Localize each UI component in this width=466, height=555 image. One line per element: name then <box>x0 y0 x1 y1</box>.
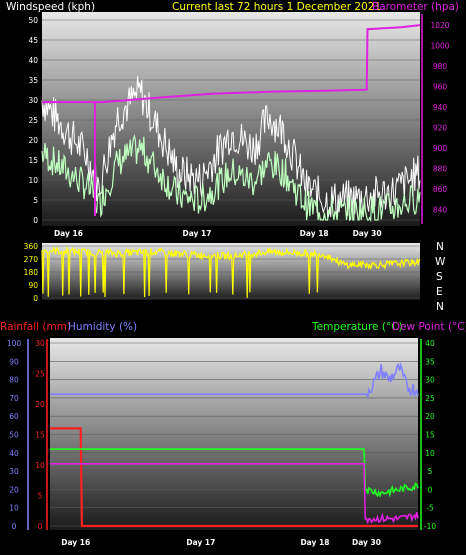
humidity-line <box>50 362 419 400</box>
wind-tick-0: 0 <box>33 216 38 225</box>
wind-xtick-0: Day 16 <box>54 229 83 238</box>
humidity-tick-60: 60 <box>9 412 19 421</box>
compass-w: W <box>435 256 446 268</box>
humidity-tick-70: 70 <box>9 394 19 403</box>
rain-tick-25: 25 <box>35 370 45 379</box>
lower-xtick-3: Day 30 <box>352 538 381 547</box>
wind-tick-25: 25 <box>28 116 38 125</box>
wind-xtick-1: Day 17 <box>182 229 211 238</box>
temp-tick-0: 0 <box>428 485 433 494</box>
temp-tick-30: 30 <box>425 376 435 385</box>
rainfall-title: Rainfall (mm) <box>0 321 71 333</box>
wind-tick-35: 35 <box>28 76 38 85</box>
rain-tick-0: 0 <box>38 522 43 531</box>
wind-tick-45: 45 <box>28 36 38 45</box>
wind-tick-20: 20 <box>28 136 38 145</box>
baro-tick-960: 960 <box>433 83 448 92</box>
dir-tick-360: 360 <box>24 242 39 251</box>
temp-tick-15: 15 <box>425 431 435 440</box>
temp-tick-m5: -5 <box>426 504 434 513</box>
humidity-tick-10: 10 <box>9 504 19 513</box>
rain-tick-10: 10 <box>35 461 45 470</box>
windspeed-line <box>41 75 421 219</box>
dir-tick-90: 90 <box>28 281 38 290</box>
baro-tick-880: 880 <box>433 165 448 174</box>
wind-tick-15: 15 <box>28 156 38 165</box>
wind-tick-50: 50 <box>28 16 38 25</box>
wind-tick-10: 10 <box>28 176 38 185</box>
baro-tick-1020: 1020 <box>430 21 449 30</box>
barometer-title: Barometer (hpa) <box>372 1 459 13</box>
wind-direction-line <box>41 245 421 298</box>
wind-tick-30: 30 <box>28 96 38 105</box>
humidity-tick-40: 40 <box>9 449 19 458</box>
humidity-tick-20: 20 <box>9 485 19 494</box>
baro-tick-1000: 1000 <box>430 42 449 51</box>
rain-tick-20: 20 <box>35 400 45 409</box>
windspeed-title: Windspeed (kph) <box>6 1 95 13</box>
temp-tick-35: 35 <box>425 357 435 366</box>
temp-tick-20: 20 <box>425 412 435 421</box>
baro-tick-860: 860 <box>433 185 448 194</box>
panel-lower-bg <box>50 338 418 530</box>
wind-xtick-2: Day 18 <box>300 229 329 238</box>
panel-wind-bg <box>42 12 420 226</box>
rain-tick-15: 15 <box>35 431 45 440</box>
temp-tick-25: 25 <box>425 394 435 403</box>
lower-xtick-1: Day 17 <box>186 538 215 547</box>
humidity-tick-50: 50 <box>9 431 19 440</box>
temperature-line <box>50 448 419 498</box>
temp-tick-5: 5 <box>428 467 433 476</box>
baro-tick-920: 920 <box>433 124 448 133</box>
temp-tick-40: 40 <box>425 339 435 348</box>
compass-s: S <box>436 271 443 283</box>
dir-tick-0: 0 <box>33 294 38 303</box>
compass-e: E <box>436 286 443 298</box>
temp-tick-m10: -10 <box>424 522 436 531</box>
humidity-tick-100: 100 <box>7 339 22 348</box>
rainfall-line <box>50 427 418 528</box>
dir-tick-270: 270 <box>24 255 39 264</box>
temperature-title: Temperature (°C) <box>311 321 403 333</box>
baro-tick-940: 940 <box>433 103 448 112</box>
rain-tick-30: 30 <box>35 339 45 348</box>
baro-tick-900: 900 <box>433 144 448 153</box>
dewpoint-line <box>50 463 419 525</box>
dewpoint-title: Dew Point (°C) <box>392 321 466 333</box>
compass-n-bottom: N <box>436 301 444 313</box>
baro-tick-840: 840 <box>433 206 448 215</box>
humidity-tick-30: 30 <box>9 467 19 476</box>
rain-tick-5: 5 <box>38 492 43 501</box>
main-title: Current last 72 hours 1 December 2021 <box>172 1 381 13</box>
wind-xtick-3: Day 30 <box>353 229 382 238</box>
wind-tick-5: 5 <box>33 196 38 205</box>
humidity-tick-90: 90 <box>9 357 19 366</box>
barometer-line <box>42 24 421 104</box>
humidity-tick-80: 80 <box>9 376 19 385</box>
baro-tick-980: 980 <box>433 62 448 71</box>
gust-line <box>41 133 421 223</box>
dir-tick-180: 180 <box>24 268 39 277</box>
wind-tick-40: 40 <box>28 56 38 65</box>
lower-xtick-0: Day 16 <box>61 538 90 547</box>
humidity-tick-0: 0 <box>12 522 17 531</box>
lower-xtick-2: Day 18 <box>300 538 329 547</box>
temp-tick-10: 10 <box>425 449 435 458</box>
humidity-title: Humidity (%) <box>68 321 137 333</box>
compass-n-top: N <box>436 241 444 253</box>
